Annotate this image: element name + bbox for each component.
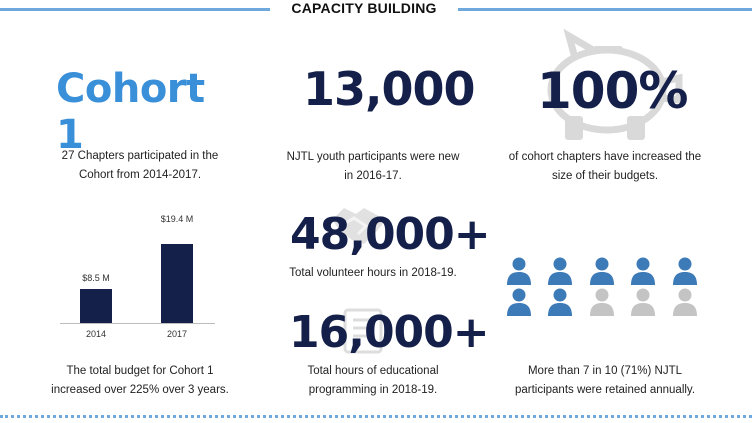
- person-icon-retained: [630, 256, 656, 286]
- header-rule-right: [458, 8, 752, 11]
- education-stat-value: 16,000+: [289, 307, 490, 358]
- bar-2017: [161, 244, 193, 323]
- book-icon: [343, 308, 383, 354]
- youth-stat-value: 13,000: [303, 62, 476, 116]
- cohort-title: Cohort 1: [56, 66, 205, 158]
- education-stat-caption: Total hours of educational programming i…: [307, 365, 439, 396]
- bar-data-label: $19.4 M: [160, 214, 194, 225]
- person-icon: [630, 287, 656, 317]
- volunteer-stat-caption: Total volunteer hours in 2018-19.: [289, 267, 457, 279]
- piggy-bank-icon: [547, 28, 683, 140]
- chart-baseline: [60, 323, 215, 324]
- bar-2014: [80, 288, 112, 323]
- budgets-stat-caption: of cohort chapters have increased the si…: [508, 151, 702, 182]
- person-icon-retained: [547, 287, 573, 317]
- volunteer-stat-value: 48,000+: [290, 209, 491, 260]
- person-icon-retained: [506, 256, 532, 286]
- section-title: CAPACITY BUILDING: [291, 0, 437, 16]
- x-tick-label: 2017: [166, 329, 188, 339]
- retention-caption: More than 7 in 10 (71%) NJTL participant…: [514, 365, 696, 396]
- person-icon: [672, 287, 698, 317]
- person-icon-retained: [589, 256, 615, 286]
- bottom-dotted-rule: [0, 415, 752, 418]
- header-rule-left: [0, 8, 270, 11]
- person-icon-retained: [547, 256, 573, 286]
- cohort-caption: 27 Chapters participated in the Cohort f…: [61, 150, 219, 181]
- person-icon-retained: [672, 256, 698, 286]
- youth-stat-caption: NJTL youth participants were new in 2016…: [286, 151, 460, 182]
- budget-caption: The total budget for Cohort 1 increased …: [51, 365, 229, 396]
- handshake-icon: [332, 208, 386, 244]
- x-tick-label: 2014: [85, 329, 107, 339]
- bar-data-label: $8.5 M: [82, 272, 110, 283]
- person-icon: [589, 287, 615, 317]
- person-icon-retained: [506, 287, 532, 317]
- budgets-stat-value: 100%: [537, 62, 688, 120]
